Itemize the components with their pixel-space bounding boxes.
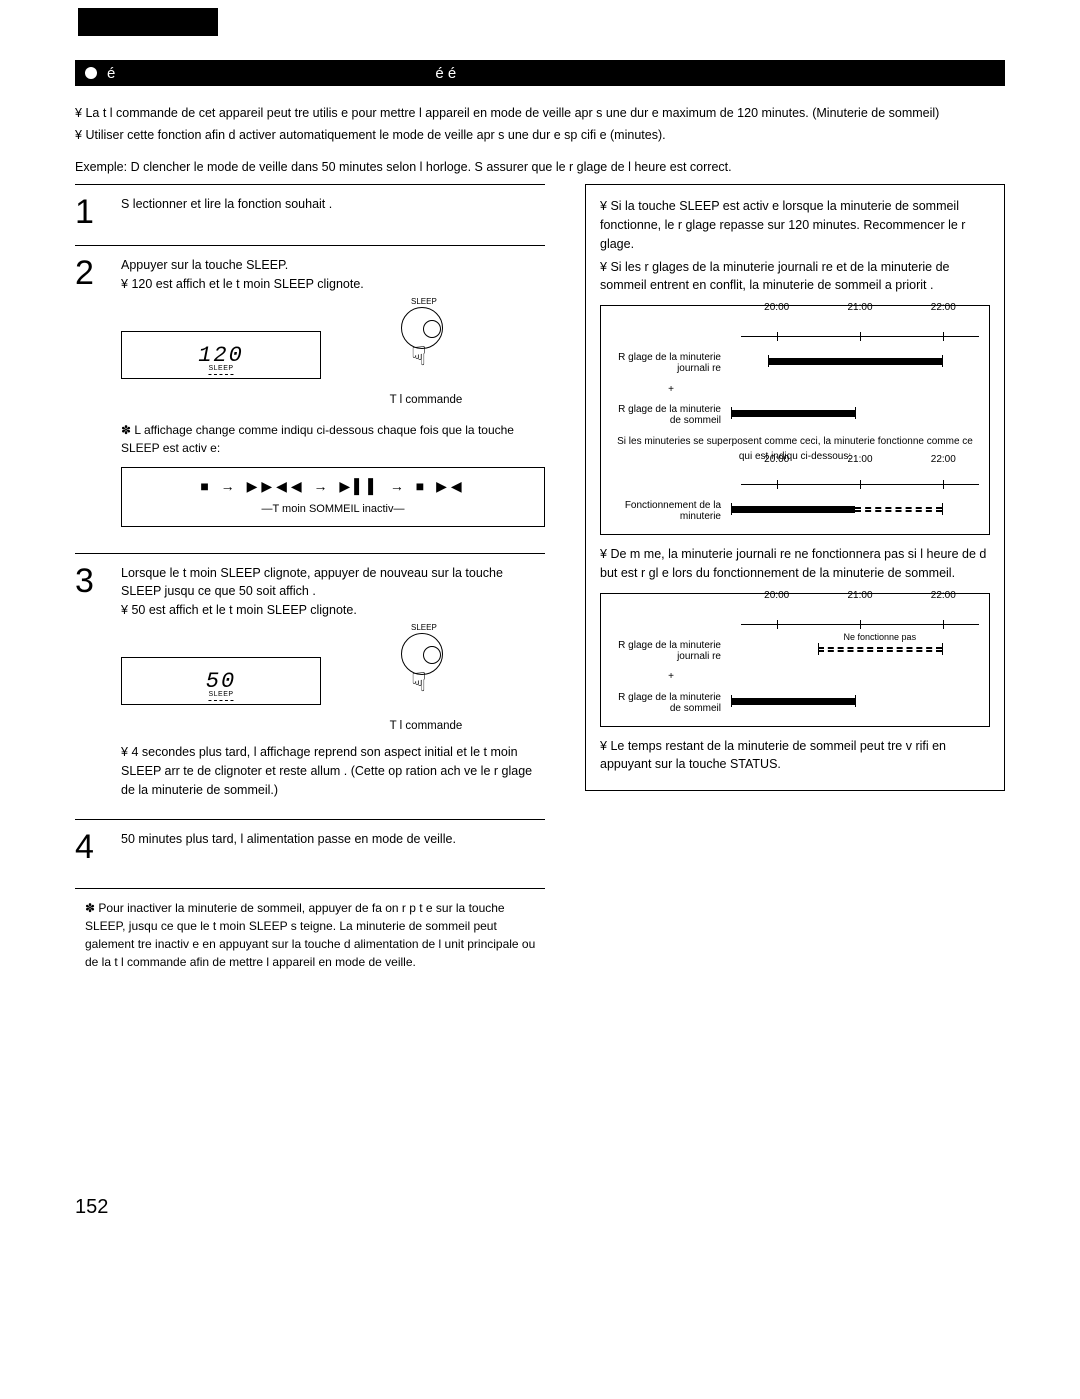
page-number: 152 bbox=[75, 1196, 108, 1219]
timeline-diagram-2: 20:00 21:00 22:00 R glage de la minuteri… bbox=[600, 593, 990, 727]
step-4-text: 50 minutes plus tard, l alimentation pas… bbox=[121, 830, 545, 864]
left-column: 1 S lectionner et lire la fonction souha… bbox=[75, 184, 545, 971]
right-column: Si la touche SLEEP est activ e lorsque l… bbox=[585, 184, 1005, 971]
lcd-sleep-label-2: SLEEP bbox=[208, 690, 233, 702]
header-tab bbox=[78, 8, 218, 36]
step-2-note: L affichage change comme indiqu ci-desso… bbox=[121, 421, 545, 457]
step-2-line1: Appuyer sur la touche SLEEP. bbox=[121, 256, 545, 275]
time-2200-b: 22:00 bbox=[931, 452, 956, 467]
time-2100-b: 21:00 bbox=[847, 452, 872, 467]
hand-icon-2: ☟ bbox=[411, 663, 427, 702]
tl-label-daily-2: R glage de la minuterie journali re bbox=[611, 640, 731, 662]
tl-label-func: Fonctionnement de la minuterie bbox=[611, 500, 731, 522]
nefonc-label: Ne fonctionne pas bbox=[844, 631, 917, 645]
intro-block: La t l commande de cet appareil peut tre… bbox=[75, 104, 1005, 144]
time-2000-a: 20:00 bbox=[764, 300, 789, 315]
time-2200-a: 22:00 bbox=[931, 300, 956, 315]
sequence-box: ■ → ▶▶◀◀ → ▶▌▌ → ■ ▶◀ —T moin SOMMEIL in… bbox=[121, 467, 545, 527]
deactivate-note: Pour inactiver la minuterie de sommeil, … bbox=[75, 899, 545, 971]
tl-plus-2: + bbox=[611, 669, 731, 684]
section-title-bar: é é é bbox=[75, 60, 1005, 86]
intro-bullet-2: Utiliser cette fonction afin d activer a… bbox=[75, 126, 1005, 144]
time-2100-c: 21:00 bbox=[847, 588, 872, 603]
sequence-caption: T moin SOMMEIL inactiv bbox=[272, 503, 393, 515]
example-text: Exemple: D clencher le mode de veille da… bbox=[75, 160, 1005, 174]
remote-caption-1: T l commande bbox=[381, 392, 471, 409]
tl-overlap-note: Si les minuteries se superposent comme c… bbox=[611, 434, 979, 464]
step-1: 1 S lectionner et lire la fonction souha… bbox=[75, 184, 545, 245]
remote-icon-2: SLEEP ☟ bbox=[381, 628, 471, 718]
lcd-display-50: 50 SLEEP bbox=[121, 657, 321, 705]
timeline-diagram-1: 20:00 21:00 22:00 R glage de la minuteri… bbox=[600, 305, 990, 535]
lcd-display-120: 120 SLEEP bbox=[121, 331, 321, 379]
step-3: 3 Lorsque le t moin SLEEP clignote, appu… bbox=[75, 553, 545, 820]
step-3-line2: 50 est affich et le t moin SLEEP clignot… bbox=[121, 601, 545, 620]
right-bullet-3: De m me, la minuterie journali re ne fon… bbox=[600, 545, 990, 583]
time-2000-b: 20:00 bbox=[764, 452, 789, 467]
step-num-2: 2 bbox=[75, 256, 103, 536]
tl-label-sleep-1: R glage de la minuterie de sommeil bbox=[611, 404, 731, 426]
title-accent-2: é é bbox=[435, 65, 456, 82]
bullet-icon bbox=[85, 67, 97, 79]
step-3-line1: Lorsque le t moin SLEEP clignote, appuye… bbox=[121, 564, 545, 602]
time-2100-a: 21:00 bbox=[847, 300, 872, 315]
step-1-text: S lectionner et lire la fonction souhait… bbox=[121, 195, 545, 229]
tl-label-daily-1: R glage de la minuterie journali re bbox=[611, 352, 731, 374]
step-2-line2: 120 est affich et le t moin SLEEP cligno… bbox=[121, 275, 545, 294]
remote-icon-1: SLEEP ☟ bbox=[381, 302, 471, 392]
right-bullet-4: Le temps restant de la minuterie de somm… bbox=[600, 737, 990, 775]
lcd-sleep-label-1: SLEEP bbox=[208, 364, 233, 376]
step-num-3: 3 bbox=[75, 564, 103, 804]
hand-icon: ☟ bbox=[411, 337, 427, 376]
remote-btn-label-2: SLEEP bbox=[411, 622, 437, 634]
time-2200-c: 22:00 bbox=[931, 588, 956, 603]
time-2000-c: 20:00 bbox=[764, 588, 789, 603]
right-bullet-1: Si la touche SLEEP est activ e lorsque l… bbox=[600, 197, 990, 253]
remote-caption-2: T l commande bbox=[381, 718, 471, 735]
tl-label-sleep-2: R glage de la minuterie de sommeil bbox=[611, 692, 731, 714]
intro-bullet-1: La t l commande de cet appareil peut tre… bbox=[75, 104, 1005, 122]
step-4: 4 50 minutes plus tard, l alimentation p… bbox=[75, 819, 545, 880]
right-bullet-2: Si les r glages de la minuterie journali… bbox=[600, 258, 990, 296]
tl-plus-1: + bbox=[611, 382, 731, 397]
title-accent-1: é bbox=[107, 65, 115, 82]
remote-btn-label-1: SLEEP bbox=[411, 296, 437, 308]
step-num-1: 1 bbox=[75, 195, 103, 229]
step-3-bullet: 4 secondes plus tard, l affichage repren… bbox=[121, 743, 545, 799]
step-num-4: 4 bbox=[75, 830, 103, 864]
sequence-symbols: ■ → ▶▶◀◀ → ▶▌▌ → ■ ▶◀ bbox=[130, 476, 536, 497]
info-box: Si la touche SLEEP est activ e lorsque l… bbox=[585, 184, 1005, 791]
step-2: 2 Appuyer sur la touche SLEEP. 120 est a… bbox=[75, 245, 545, 552]
